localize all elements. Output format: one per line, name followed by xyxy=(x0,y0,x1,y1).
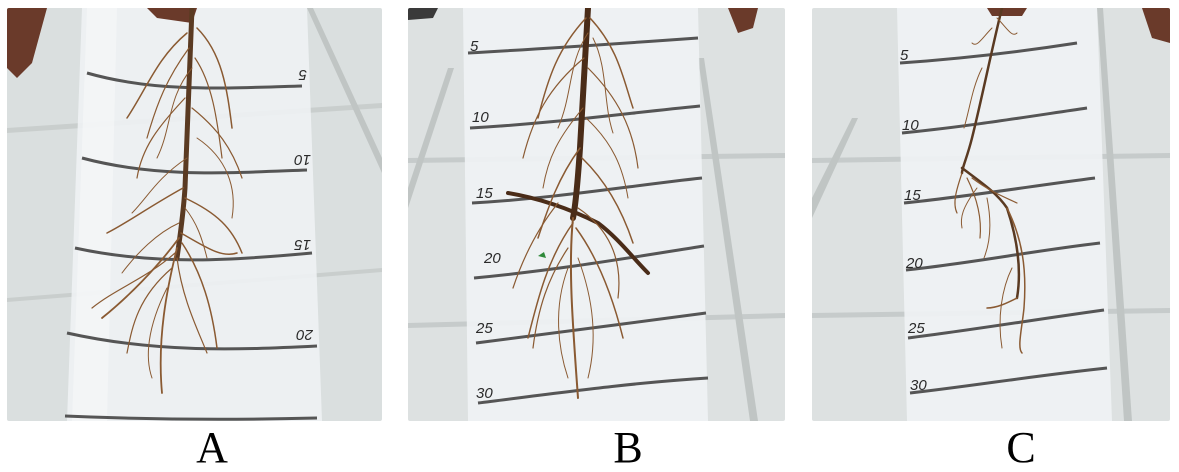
photo-panel-a: 5 10 15 20 xyxy=(7,8,382,421)
panel-label-a: A xyxy=(196,423,228,472)
leaf-fragment xyxy=(7,8,47,78)
leaf-fragment xyxy=(147,8,197,23)
depth-mark: 5 xyxy=(298,66,307,83)
leaf-fragment xyxy=(987,8,1027,16)
plastic-sheet xyxy=(897,8,1112,421)
depth-line xyxy=(909,366,1108,395)
root-photo-a: 5 10 15 20 xyxy=(7,8,382,421)
root-system xyxy=(954,8,1026,354)
root-photo-c: 5 10 15 20 25 30 xyxy=(812,8,1170,421)
panel-label-b: B xyxy=(613,423,643,472)
depth-line xyxy=(899,41,1078,65)
depth-line xyxy=(64,414,318,421)
depth-line xyxy=(469,104,701,130)
depth-mark: 20 xyxy=(483,250,501,267)
tile-grout xyxy=(698,58,758,421)
depth-mark: 20 xyxy=(905,255,923,272)
corner-object xyxy=(408,8,438,20)
photo-panel-b: 5 10 15 20 25 30 xyxy=(408,8,785,421)
depth-line xyxy=(467,36,699,55)
depth-line xyxy=(66,331,318,351)
leaf-fragment xyxy=(728,8,758,33)
depth-mark: 15 xyxy=(476,185,493,202)
root-system xyxy=(91,8,243,394)
depth-mark: 25 xyxy=(475,320,493,337)
root-system xyxy=(506,8,650,399)
depth-line xyxy=(74,246,313,262)
depth-mark: 20 xyxy=(296,326,314,343)
depth-line xyxy=(901,106,1088,135)
tile-grout xyxy=(408,68,454,208)
depth-mark: 30 xyxy=(476,385,493,402)
depth-line xyxy=(81,156,308,175)
depth-line xyxy=(907,308,1105,340)
photo-panel-c: 5 10 15 20 25 30 xyxy=(812,8,1170,421)
depth-mark: 10 xyxy=(294,151,311,168)
leaf-fragment xyxy=(1142,8,1170,43)
depth-mark: 25 xyxy=(907,320,925,337)
tile-grout xyxy=(812,118,858,218)
depth-line xyxy=(477,376,709,405)
depth-line xyxy=(471,176,703,205)
depth-mark: 10 xyxy=(902,117,919,134)
depth-line xyxy=(86,71,303,90)
plastic-glare xyxy=(72,8,117,421)
depth-mark: 15 xyxy=(294,236,311,253)
depth-line xyxy=(905,241,1101,272)
green-speck xyxy=(538,252,546,258)
depth-mark: 15 xyxy=(904,187,921,204)
tile-grout xyxy=(1097,8,1132,421)
depth-mark: 10 xyxy=(472,109,489,126)
tile-grout xyxy=(307,8,382,173)
depth-mark: 5 xyxy=(900,47,909,64)
depth-mark: 5 xyxy=(470,38,479,55)
depth-line xyxy=(473,244,705,280)
panel-label-c: C xyxy=(1006,423,1036,472)
depth-line xyxy=(903,176,1096,205)
depth-mark: 30 xyxy=(910,377,927,394)
root-photo-b: 5 10 15 20 25 30 xyxy=(408,8,785,421)
